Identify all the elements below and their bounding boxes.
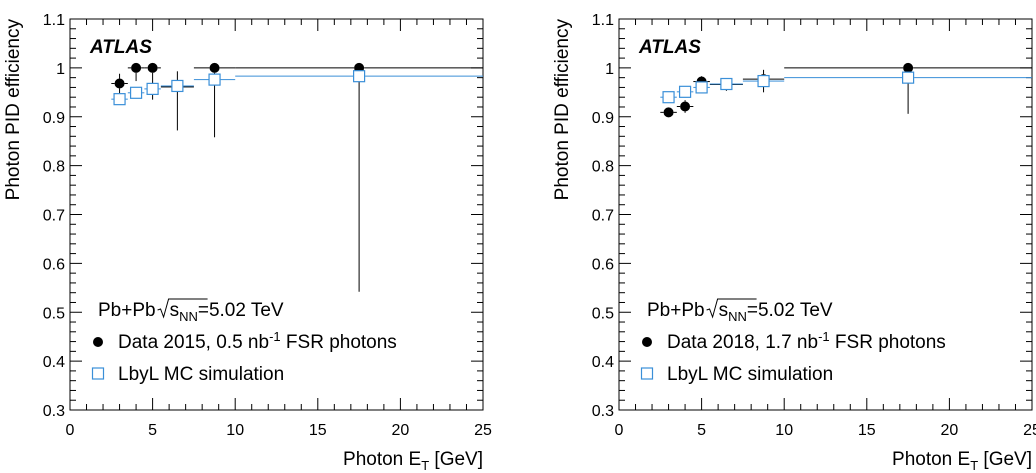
data-point bbox=[127, 62, 145, 82]
mc-point bbox=[127, 86, 145, 99]
data-marker bbox=[147, 62, 158, 73]
series-data bbox=[660, 62, 1032, 118]
mc-point bbox=[676, 85, 694, 98]
mc-point bbox=[144, 82, 161, 95]
y-tick-label: 0.8 bbox=[43, 159, 65, 176]
experiment-label: ATLAS bbox=[638, 37, 701, 58]
data-point bbox=[660, 107, 677, 118]
y-tick-label: 0.6 bbox=[592, 256, 614, 273]
experiment-label: ATLAS bbox=[89, 37, 152, 58]
x-tick-label: 15 bbox=[309, 422, 327, 439]
mc-marker bbox=[757, 74, 770, 88]
mc-point bbox=[660, 91, 677, 104]
y-tick-label: 0.6 bbox=[43, 256, 65, 273]
y-tick-label: 0.3 bbox=[43, 403, 65, 420]
x-tick-label: 10 bbox=[775, 422, 793, 439]
data-marker bbox=[680, 101, 691, 112]
mc-marker bbox=[129, 86, 143, 99]
x-axis-title: Photon ET [GeV] bbox=[892, 449, 1032, 473]
collision-energy: sNN=5.02 TeV bbox=[170, 300, 284, 324]
data-point bbox=[676, 100, 694, 113]
sqrt-symbol-icon bbox=[157, 298, 208, 319]
mc-marker bbox=[113, 93, 126, 106]
mc-point bbox=[693, 81, 710, 94]
legend-mc-label: LbyL MC simulation bbox=[118, 364, 284, 385]
mc-marker bbox=[208, 73, 221, 86]
collision-energy: sNN=5.02 TeV bbox=[719, 300, 833, 324]
collision-label: Pb+Pb bbox=[98, 300, 156, 321]
y-tick-label: 0.5 bbox=[592, 305, 614, 322]
y-tick-label: 0.3 bbox=[592, 403, 614, 420]
y-axis-title: Photon PID efficiency bbox=[552, 19, 573, 201]
x-tick-label: 20 bbox=[392, 422, 410, 439]
x-tick-label: 5 bbox=[697, 422, 706, 439]
x-tick-label: 25 bbox=[474, 422, 492, 439]
y-tick-label: 0.9 bbox=[43, 110, 65, 127]
data-marker bbox=[131, 62, 142, 73]
mc-point bbox=[784, 71, 1032, 84]
data-marker bbox=[663, 107, 674, 118]
x-tick-label: 0 bbox=[66, 422, 75, 439]
legend-mc-marker bbox=[91, 367, 105, 380]
y-tick-label: 0.9 bbox=[592, 110, 614, 127]
mc-point bbox=[193, 73, 236, 86]
series-mc bbox=[660, 71, 1032, 104]
legend-data-label: Data 2018, 1.7 nb-1 FSR photons bbox=[667, 329, 946, 353]
mc-point bbox=[235, 70, 483, 83]
legend-mc-marker bbox=[640, 367, 654, 380]
mc-point bbox=[742, 74, 785, 88]
y-tick-label: 0.4 bbox=[43, 354, 65, 371]
mc-marker bbox=[901, 71, 915, 84]
x-tick-label: 10 bbox=[226, 422, 244, 439]
legend-data-marker bbox=[93, 337, 103, 347]
y-tick-label: 0.4 bbox=[592, 354, 614, 371]
x-tick-label: 25 bbox=[1023, 422, 1036, 439]
y-tick-label: 0.8 bbox=[592, 159, 614, 176]
legend-data-marker bbox=[642, 337, 652, 347]
x-tick-label: 15 bbox=[858, 422, 876, 439]
y-tick-label: 0.7 bbox=[592, 208, 614, 225]
x-tick-label: 5 bbox=[148, 422, 157, 439]
series-mc bbox=[111, 70, 483, 106]
data-point bbox=[111, 73, 128, 94]
x-tick-label: 0 bbox=[615, 422, 624, 439]
mc-marker bbox=[353, 70, 366, 83]
mc-point bbox=[111, 93, 128, 106]
data-marker bbox=[209, 62, 220, 73]
sqrt-symbol-icon bbox=[706, 298, 757, 319]
series-data bbox=[111, 62, 483, 292]
y-tick-label: 1 bbox=[56, 61, 65, 78]
y-tick-label: 1 bbox=[605, 61, 614, 78]
y-tick-label: 0.5 bbox=[43, 305, 65, 322]
mc-point bbox=[160, 79, 194, 93]
mc-marker bbox=[695, 81, 708, 94]
data-point bbox=[193, 62, 236, 138]
data-marker bbox=[903, 62, 914, 73]
chart-panel-1: 0 5 10 15 20 25 0.3 0.4 0.5 0.6 0.7 0.8 0.9 1 1.1 Photo… bbox=[3, 12, 492, 473]
y-tick-label: 1.1 bbox=[43, 12, 65, 29]
legend-mc-label: LbyL MC simulation bbox=[667, 364, 833, 385]
x-tick-label: 20 bbox=[941, 422, 959, 439]
mc-point bbox=[709, 77, 743, 91]
y-tick-label: 1.1 bbox=[592, 12, 614, 29]
x-axis-title: Photon ET [GeV] bbox=[343, 449, 483, 473]
legend-data-label: Data 2015, 0.5 nb-1 FSR photons bbox=[118, 329, 397, 353]
data-point bbox=[235, 62, 483, 292]
y-tick-label: 0.7 bbox=[43, 208, 65, 225]
mc-marker bbox=[171, 79, 184, 93]
chart-panel-2: 0 5 10 15 20 25 0.3 0.4 0.5 0.6 0.7 0.8 0.9 1 1.1 Photo… bbox=[552, 12, 1036, 473]
y-axis-title: Photon PID efficiency bbox=[3, 19, 24, 201]
mc-marker bbox=[662, 91, 675, 104]
data-point bbox=[784, 62, 1032, 114]
data-marker bbox=[114, 78, 125, 89]
collision-label: Pb+Pb bbox=[647, 300, 705, 321]
mc-marker bbox=[146, 82, 159, 95]
mc-marker bbox=[720, 77, 733, 91]
mc-marker bbox=[678, 85, 692, 98]
